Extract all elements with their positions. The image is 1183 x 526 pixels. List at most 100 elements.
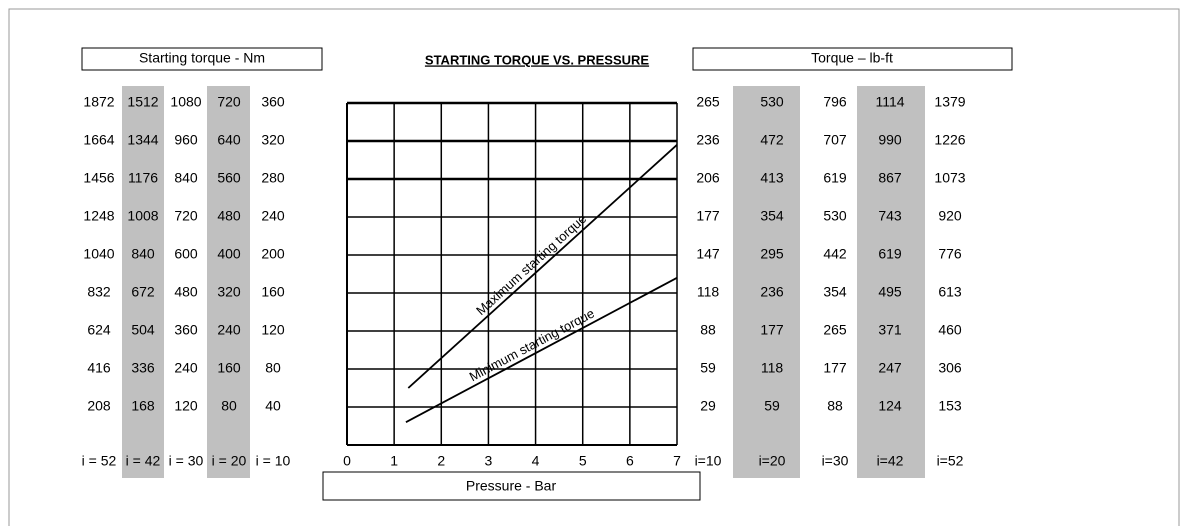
table-cell: 295 — [760, 246, 784, 262]
table-cell: 236 — [760, 284, 784, 300]
data-line — [405, 277, 678, 423]
table-cell: 320 — [261, 132, 285, 148]
table-cell: 840 — [174, 170, 198, 186]
table-cell: 416 — [87, 360, 111, 376]
table-cell: 1664 — [83, 132, 114, 148]
table-cell: 240 — [174, 360, 198, 376]
table-cell: 1379 — [934, 94, 965, 110]
table-cell: 153 — [938, 398, 962, 414]
table-cell: 280 — [261, 170, 285, 186]
table-cell: 360 — [174, 322, 198, 338]
table-cell: 120 — [174, 398, 198, 414]
table-cell: 320 — [217, 284, 241, 300]
table-cell: 720 — [217, 94, 241, 110]
table-cell: 177 — [696, 208, 720, 224]
table-cell: 240 — [261, 208, 285, 224]
table-cell: 29 — [700, 398, 716, 414]
column-label: i = 20 — [212, 453, 247, 469]
shade — [733, 86, 800, 478]
shade — [857, 86, 925, 478]
table-cell: 832 — [87, 284, 111, 300]
table-cell: 40 — [265, 398, 281, 414]
right-table-title: Torque – lb-ft — [811, 50, 893, 66]
table-cell: 208 — [87, 398, 111, 414]
table-cell: 400 — [217, 246, 241, 262]
table-cell: 840 — [131, 246, 155, 262]
table-cell: 796 — [823, 94, 847, 110]
column-label: i=42 — [877, 453, 904, 469]
table-cell: 442 — [823, 246, 847, 262]
table-cell: 1226 — [934, 132, 965, 148]
x-tick-label: 6 — [626, 453, 634, 469]
x-tick-label: 5 — [579, 453, 587, 469]
line-label: Maximum starting torque — [473, 211, 589, 318]
table-cell: 413 — [760, 170, 784, 186]
column-label: i = 52 — [82, 453, 117, 469]
table-cell: 530 — [760, 94, 784, 110]
table-cell: 720 — [174, 208, 198, 224]
table-cell: 743 — [878, 208, 902, 224]
table-cell: 200 — [261, 246, 285, 262]
table-cell: 1008 — [127, 208, 158, 224]
table-cell: 619 — [878, 246, 902, 262]
table-cell: 560 — [217, 170, 241, 186]
x-label-box — [322, 471, 701, 501]
table-cell: 480 — [174, 284, 198, 300]
table-cell: 480 — [217, 208, 241, 224]
column-label: i=20 — [759, 453, 786, 469]
table-cell: 247 — [878, 360, 902, 376]
table-cell: 920 — [938, 208, 962, 224]
table-cell: 1456 — [83, 170, 114, 186]
table-cell: 1872 — [83, 94, 114, 110]
data-line — [407, 144, 678, 389]
table-cell: 1512 — [127, 94, 158, 110]
table-cell: 88 — [700, 322, 716, 338]
column-label: i = 10 — [256, 453, 291, 469]
table-cell: 118 — [697, 284, 720, 300]
header-box — [81, 47, 323, 71]
shade — [122, 86, 164, 478]
table-cell: 1073 — [934, 170, 965, 186]
table-cell: 624 — [87, 322, 111, 338]
table-cell: 147 — [696, 246, 720, 262]
x-tick-label: 3 — [485, 453, 493, 469]
table-cell: 600 — [174, 246, 198, 262]
column-label: i = 42 — [126, 453, 161, 469]
table-cell: 360 — [261, 94, 285, 110]
table-cell: 124 — [878, 398, 902, 414]
table-cell: 613 — [938, 284, 962, 300]
table-cell: 867 — [878, 170, 902, 186]
x-axis-label: Pressure - Bar — [466, 478, 557, 494]
table-cell: 672 — [131, 284, 155, 300]
table-cell: 619 — [823, 170, 847, 186]
table-cell: 59 — [700, 360, 716, 376]
table-cell: 530 — [823, 208, 847, 224]
table-cell: 354 — [760, 208, 784, 224]
table-cell: 1248 — [83, 208, 114, 224]
shade — [207, 86, 250, 478]
table-cell: 504 — [131, 322, 155, 338]
table-cell: 960 — [174, 132, 198, 148]
table-cell: 160 — [261, 284, 285, 300]
table-cell: 168 — [131, 398, 155, 414]
table-cell: 1344 — [127, 132, 158, 148]
table-cell: 354 — [823, 284, 847, 300]
table-cell: 177 — [760, 322, 784, 338]
x-tick-label: 7 — [673, 453, 681, 469]
frame — [8, 8, 1180, 526]
table-cell: 80 — [265, 360, 281, 376]
table-cell: 990 — [878, 132, 902, 148]
table-cell: 88 — [827, 398, 843, 414]
table-cell: 177 — [823, 360, 847, 376]
table-cell: 306 — [938, 360, 962, 376]
table-cell: 336 — [131, 360, 155, 376]
table-cell: 1114 — [875, 94, 904, 110]
x-tick-label: 0 — [343, 453, 351, 469]
table-cell: 120 — [261, 322, 285, 338]
table-cell: 1040 — [83, 246, 114, 262]
table-cell: 118 — [761, 360, 784, 376]
column-label: i=52 — [937, 453, 964, 469]
table-cell: 640 — [217, 132, 241, 148]
x-tick-label: 4 — [532, 453, 540, 469]
